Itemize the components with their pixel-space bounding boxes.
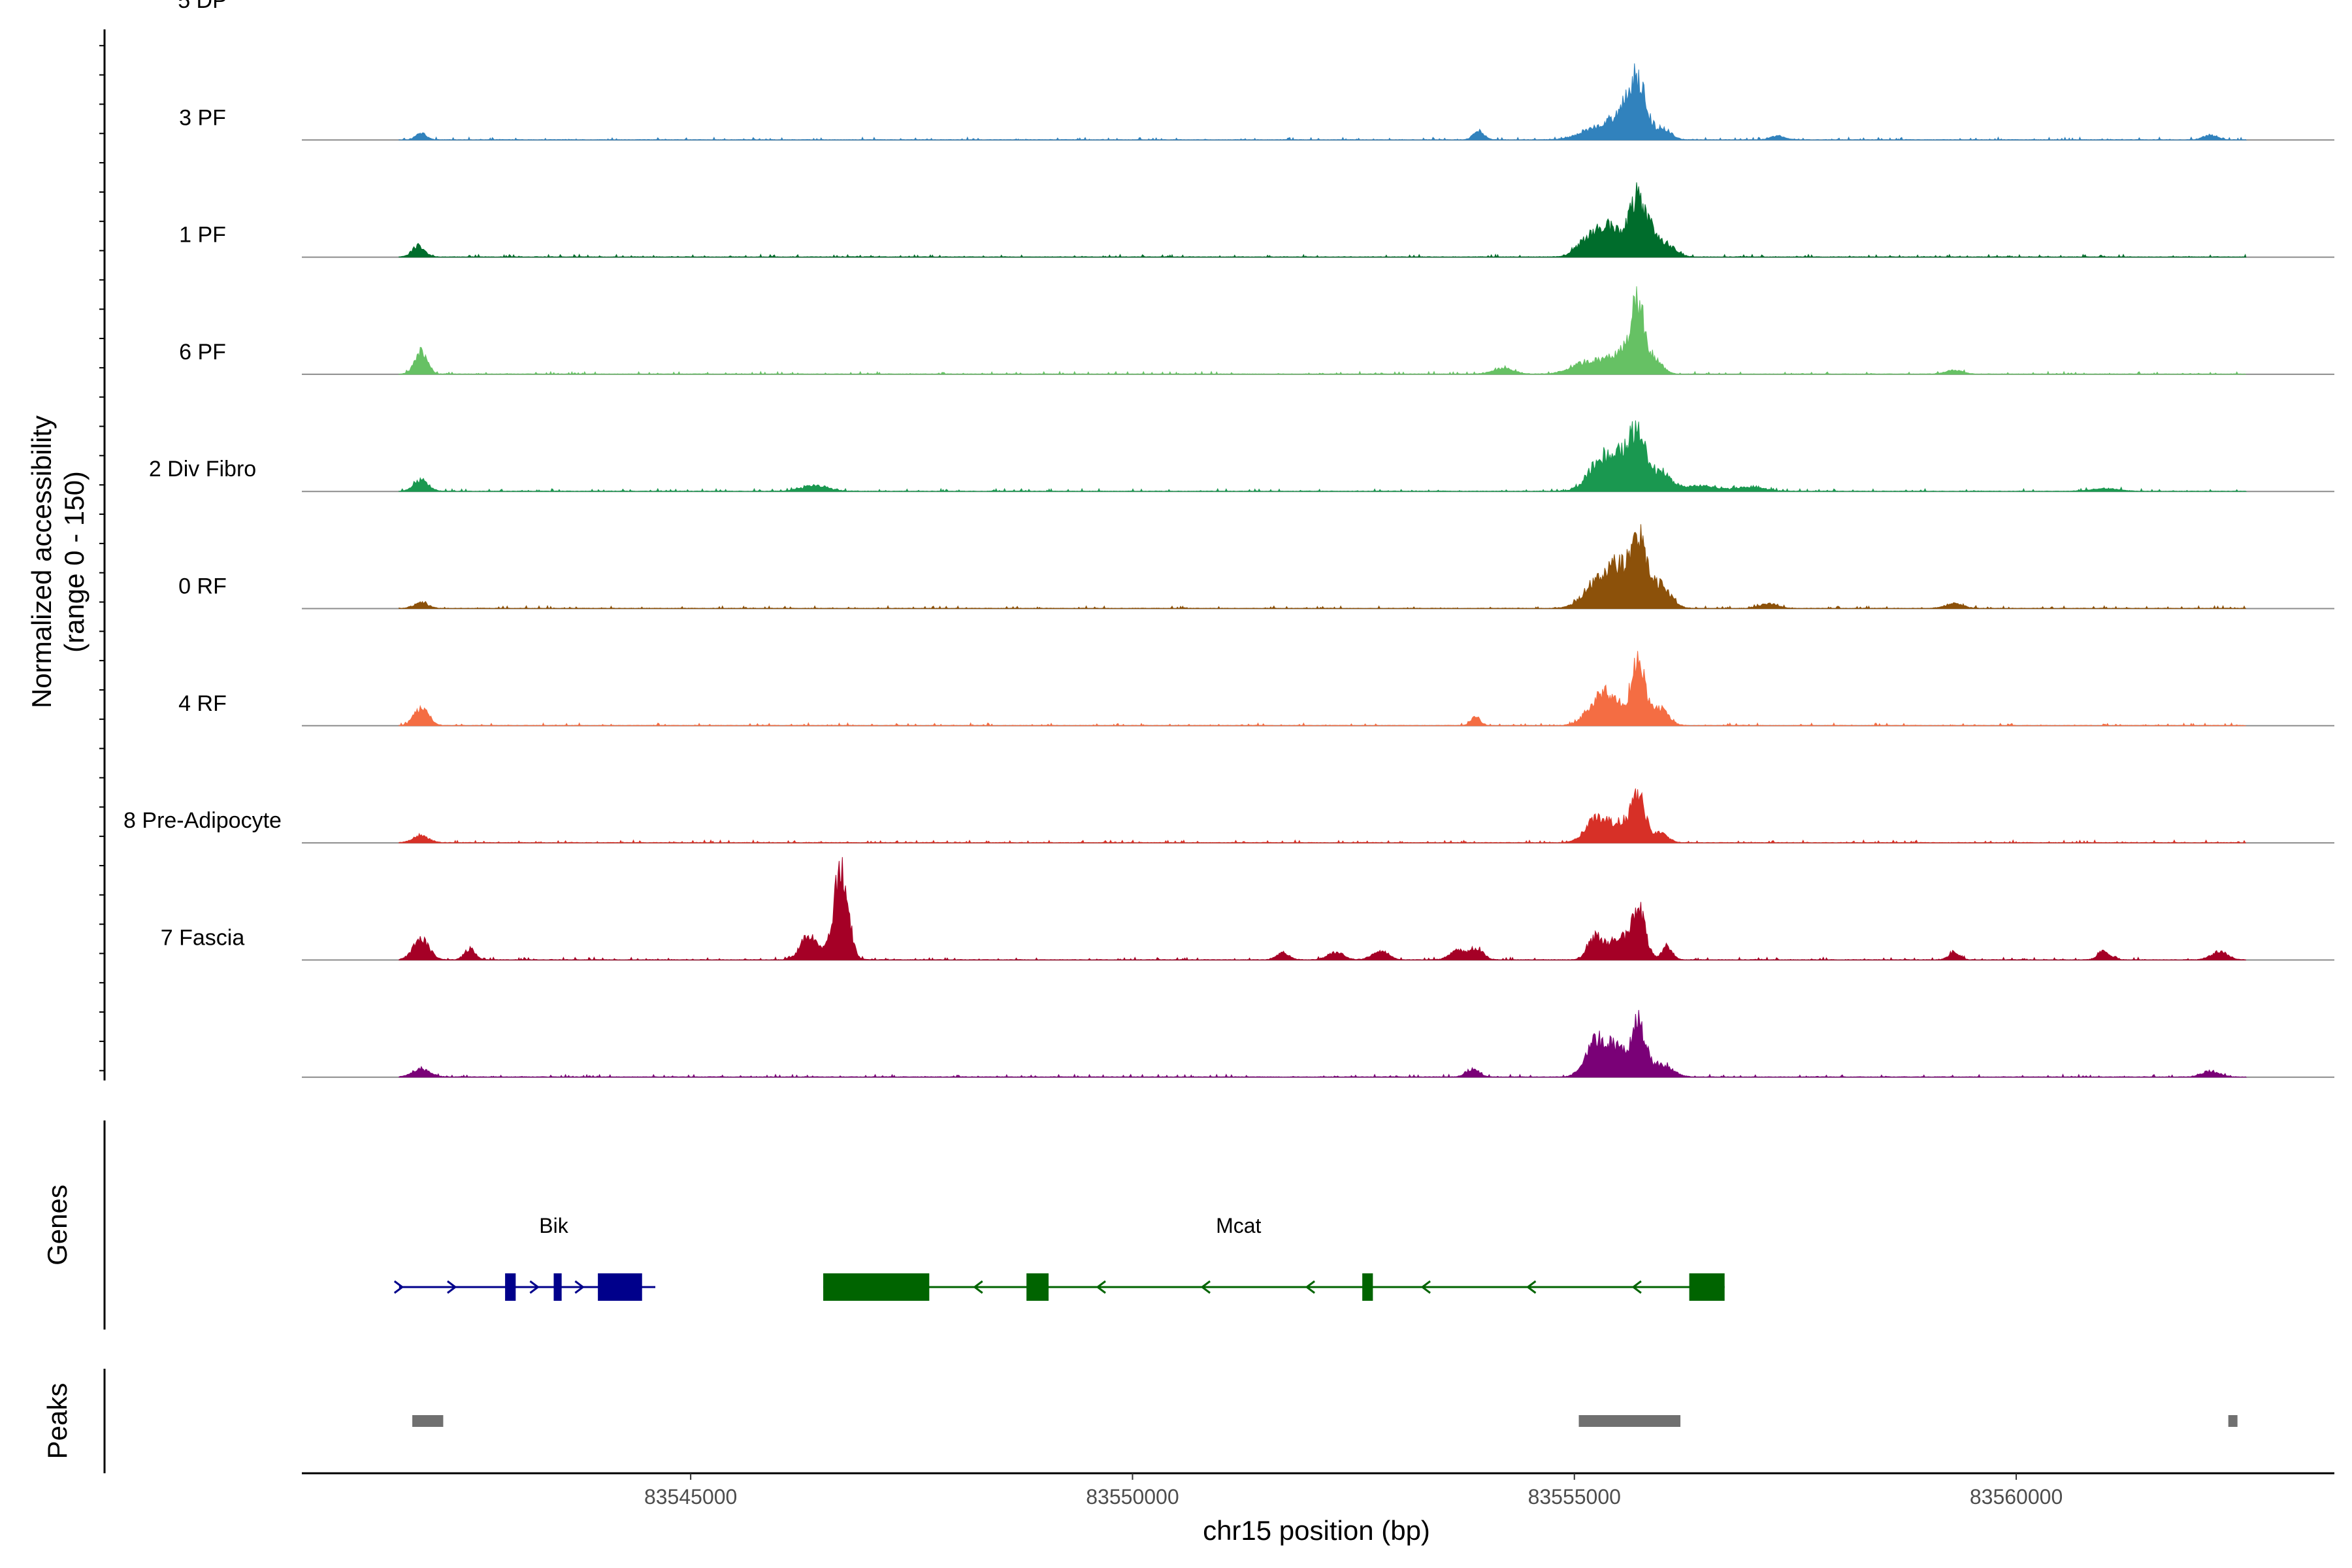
- coverage-track: 4 RF: [178, 691, 2334, 844]
- gene-exon: [598, 1273, 642, 1301]
- coverage-track: 7 Fascia: [161, 925, 2334, 1078]
- coverage-area: [399, 63, 2247, 141]
- x-tick-label: 83545000: [644, 1485, 737, 1509]
- track-label: 2 Div Fibro: [149, 457, 256, 482]
- x-axis-title: chr15 position (bp): [1203, 1515, 1430, 1546]
- track-label: 5 DP: [178, 0, 227, 13]
- strand-arrow: [1631, 1280, 1642, 1294]
- coverage-track: 8 Pre-Adipocyte: [123, 808, 2334, 961]
- coverage-track: 5 DP: [178, 0, 2334, 141]
- peak-region: [2228, 1415, 2238, 1427]
- x-tick-label: 83550000: [1086, 1485, 1179, 1509]
- track-label: 3 PF: [179, 105, 226, 130]
- gene-exon: [553, 1273, 562, 1301]
- strand-arrow: [447, 1280, 457, 1294]
- track-label: 4 RF: [178, 691, 227, 716]
- coverage-y-axis-title: Normalized accessibility: [26, 416, 57, 708]
- strand-arrow: [393, 1280, 404, 1294]
- coverage-area: [399, 286, 2246, 375]
- coverage-track: 0 RF: [178, 574, 2334, 727]
- track-label: 1 PF: [179, 223, 226, 248]
- strand-arrow: [973, 1280, 983, 1294]
- coverage-track: 2 Div Fibro: [149, 457, 2334, 610]
- coverage-area: [399, 182, 2247, 258]
- track-label: 7 Fascia: [161, 925, 245, 950]
- strand-arrow: [529, 1280, 540, 1294]
- coverage-track: 6 PF: [179, 340, 2334, 493]
- gene-model: Mcat: [823, 1214, 1725, 1301]
- strand-arrow: [1305, 1280, 1316, 1294]
- track-label: 0 RF: [178, 574, 227, 599]
- gene-model: Bik: [393, 1214, 656, 1301]
- coverage-y-axis-range: (range 0 - 150): [59, 471, 90, 653]
- gene-exon: [823, 1273, 930, 1301]
- strand-arrow: [1526, 1280, 1537, 1294]
- x-axis: 83545000 83550000 83555000 83560000: [644, 1473, 2063, 1509]
- strand-arrow: [574, 1280, 585, 1294]
- coverage-track: 3 PF: [179, 105, 2334, 258]
- strand-arrow: [1096, 1280, 1106, 1294]
- gene-annotations: Bik Mcat: [393, 1214, 1725, 1301]
- coverage-area: [399, 524, 2246, 610]
- strand-arrow: [1200, 1280, 1211, 1294]
- track-label: 6 PF: [179, 340, 226, 365]
- strand-arrow: [1420, 1280, 1431, 1294]
- x-tick-label: 83560000: [1970, 1485, 2063, 1509]
- gene-label: Mcat: [1216, 1214, 1261, 1237]
- gene-label: Bik: [539, 1214, 568, 1237]
- gene-exon: [1689, 1273, 1725, 1301]
- genes-panel-title: Genes: [42, 1184, 73, 1266]
- coverage-track: 1 PF: [179, 223, 2334, 375]
- x-tick-label: 83555000: [1528, 1485, 1621, 1509]
- coverage-area: [399, 1009, 2247, 1078]
- peak-regions: [412, 1415, 2238, 1427]
- coverage-tracks: 5 DP 3 PF 1 PF 6 PF 2 Div Fibro 0 RF 4 RF 8 Pre…: [123, 0, 2334, 1078]
- coverage-area: [399, 788, 2246, 844]
- peak-region: [1578, 1415, 1681, 1427]
- coverage-area: [399, 420, 2247, 493]
- gene-exon: [1026, 1273, 1049, 1301]
- peaks-panel-title: Peaks: [42, 1383, 73, 1460]
- coverage-y-axis: [99, 29, 106, 1081]
- coverage-area: [399, 651, 2246, 727]
- peak-region: [412, 1415, 444, 1427]
- gene-exon: [505, 1273, 516, 1301]
- gene-exon: [1362, 1273, 1373, 1301]
- coverage-area: [399, 857, 2246, 961]
- track-label: 8 Pre-Adipocyte: [123, 808, 282, 833]
